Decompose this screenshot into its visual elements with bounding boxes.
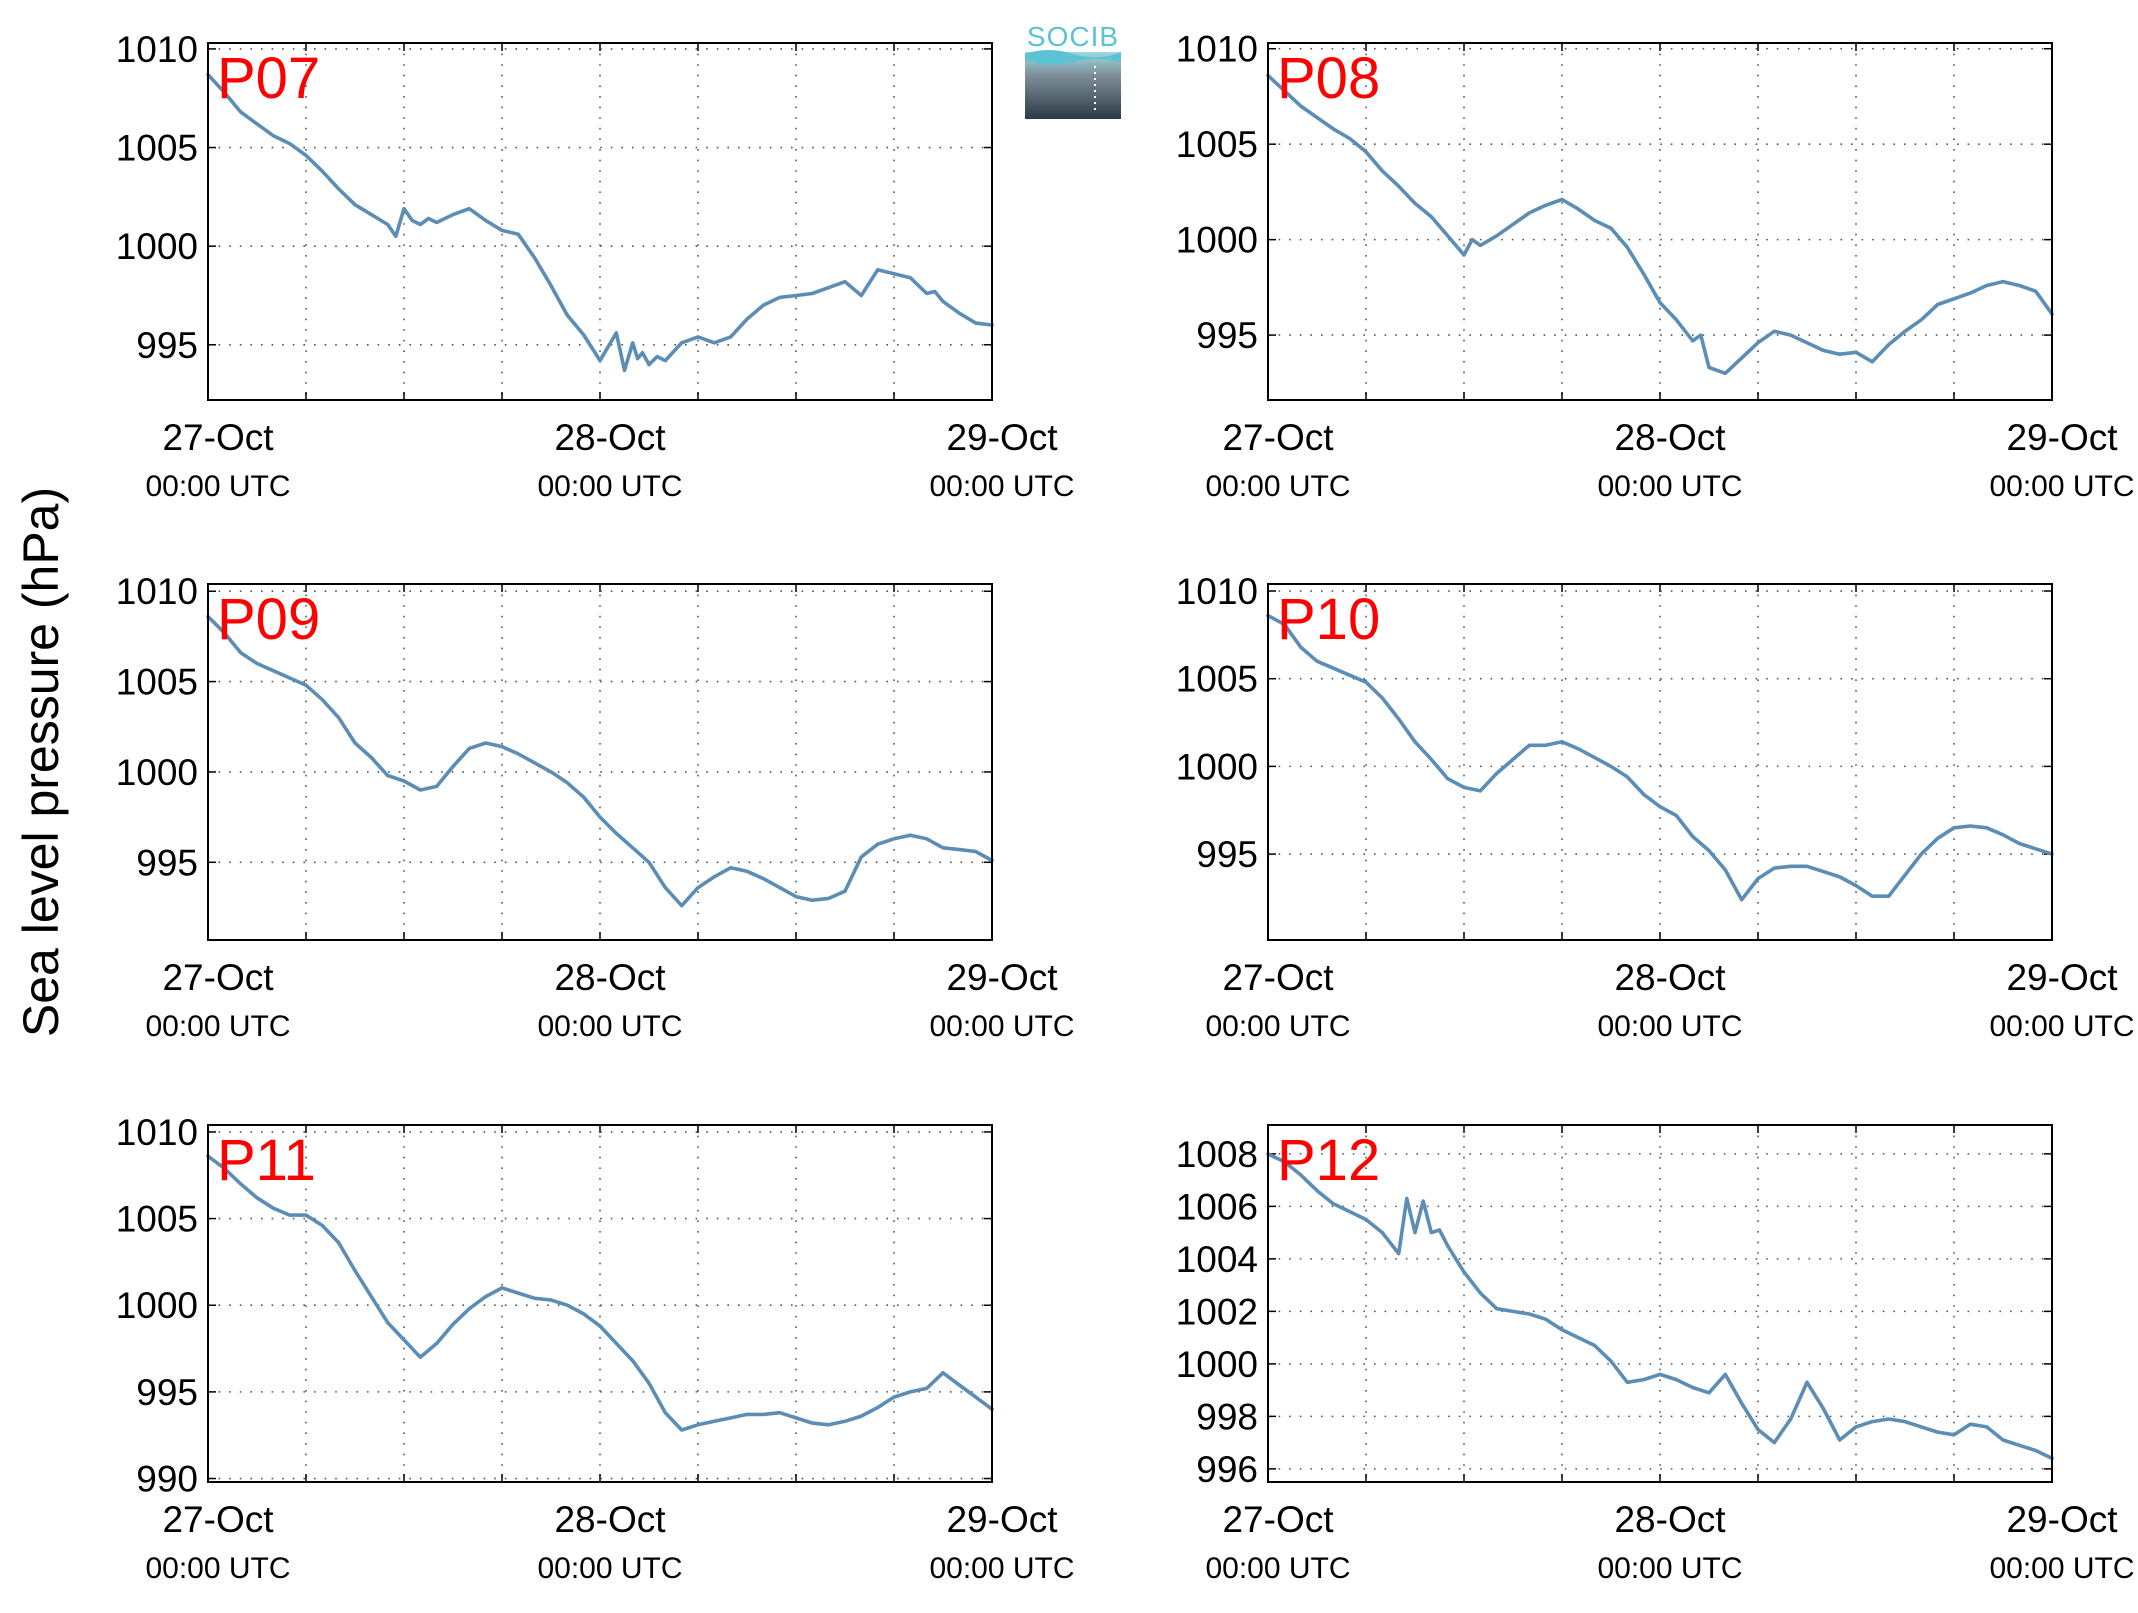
x-tick-label-date: 28-Oct: [554, 417, 666, 458]
y-tick-label: 995: [136, 1372, 198, 1413]
y-tick-label: 1006: [1176, 1186, 1258, 1227]
panel-p07: 995 1000 1005 1010 27-Oct 00:00 UTC 28-Oct 00:0…: [116, 29, 1075, 503]
logo-text: SOCIB: [1027, 21, 1119, 52]
x-tick-label-date: 29-Oct: [2006, 957, 2118, 998]
x-tick-label-time: 00:00 UTC: [1205, 1552, 1350, 1585]
series-line: [1266, 613, 2054, 902]
y-tick-label: 996: [1196, 1449, 1258, 1490]
panel-label: P09: [217, 587, 320, 652]
x-tick-label-date: 28-Oct: [1614, 1499, 1726, 1540]
x-tick-label-date: 29-Oct: [946, 1499, 1058, 1540]
x-tick-label-time: 00:00 UTC: [929, 1010, 1074, 1043]
panel-label: P12: [1277, 1128, 1380, 1193]
y-tick-label: 995: [1196, 834, 1258, 875]
y-tick-label: 1000: [116, 226, 198, 267]
series-line: [206, 1154, 994, 1432]
x-tick-label-date: 27-Oct: [162, 1499, 274, 1540]
x-tick-label-date: 28-Oct: [1614, 957, 1726, 998]
x-tick-label-date: 27-Oct: [1222, 417, 1334, 458]
x-tick-label-time: 00:00 UTC: [1989, 470, 2134, 503]
x-tick-label-date: 29-Oct: [2006, 1499, 2118, 1540]
x-tick-label-time: 00:00 UTC: [1205, 1010, 1350, 1043]
x-tick-label-time: 00:00 UTC: [929, 1552, 1074, 1585]
panel-label: P08: [1277, 46, 1380, 111]
x-tick-label-date: 29-Oct: [946, 417, 1058, 458]
x-tick-label-date: 29-Oct: [946, 957, 1058, 998]
panel-p10: 995 1000 1005 1010 27-Oct 00:00 UTC 28-Oct 00:0…: [1176, 571, 2135, 1043]
x-tick-label-time: 00:00 UTC: [537, 470, 682, 503]
x-tick-label-time: 00:00 UTC: [145, 1010, 290, 1043]
y-tick-label: 998: [1196, 1396, 1258, 1437]
panel-p12: 996 998 1000 1002 1004 1006 1008 27-Oct 00:00 UT…: [1176, 1124, 2135, 1585]
series-line: [1266, 73, 2054, 376]
x-tick-label-time: 00:00 UTC: [1205, 470, 1350, 503]
x-tick-label-time: 00:00 UTC: [145, 1552, 290, 1585]
panel-p08: 995 1000 1005 1010 27-Oct 00:00 UTC 28-Oct 00:0…: [1176, 29, 2135, 503]
y-tick-label: 1004: [1176, 1239, 1258, 1280]
y-tick-label: 995: [136, 325, 198, 366]
panel-label: P11: [217, 1128, 316, 1193]
y-tick-label: 1005: [1176, 659, 1258, 700]
axes-frame: [207, 42, 993, 401]
series-line: [1266, 1152, 2054, 1461]
x-tick-label-time: 00:00 UTC: [929, 470, 1074, 503]
x-tick-label-date: 27-Oct: [1222, 957, 1334, 998]
x-tick-label-time: 00:00 UTC: [1597, 1552, 1742, 1585]
x-tick-label-time: 00:00 UTC: [1597, 1010, 1742, 1043]
y-tick-label: 995: [1196, 315, 1258, 356]
y-tick-label: 1000: [116, 752, 198, 793]
x-tick-label-date: 27-Oct: [1222, 1499, 1334, 1540]
axes-frame: [207, 1124, 993, 1483]
y-tick-label: 995: [136, 842, 198, 883]
y-tick-label: 1010: [1176, 571, 1258, 612]
panel-p09: 995 1000 1005 1010 27-Oct 00:00 UTC 28-Oct 00:0…: [116, 571, 1075, 1043]
y-axis-label-wrapper: Sea level pressure (hPa): [0, 0, 80, 1613]
y-tick-label: 1005: [116, 662, 198, 703]
x-tick-label-time: 00:00 UTC: [145, 470, 290, 503]
axes-frame: [1267, 42, 2053, 401]
axes-frame: [1267, 583, 2053, 941]
x-tick-label-date: 28-Oct: [554, 957, 666, 998]
y-tick-label: 1000: [1176, 1344, 1258, 1385]
x-tick-label-date: 27-Oct: [162, 957, 274, 998]
y-tick-label: 1000: [1176, 746, 1258, 787]
series-line: [206, 72, 994, 373]
socib-logo: SOCIB: [1023, 16, 1123, 121]
y-tick-label: 1000: [116, 1285, 198, 1326]
y-tick-label: 990: [136, 1459, 198, 1500]
y-tick-label: 1005: [116, 128, 198, 169]
y-tick-label: 1008: [1176, 1134, 1258, 1175]
y-tick-label: 1002: [1176, 1291, 1258, 1332]
y-tick-label: 1010: [116, 571, 198, 612]
panel-label: P10: [1277, 587, 1380, 652]
x-tick-label-date: 28-Oct: [1614, 417, 1726, 458]
x-tick-label-date: 27-Oct: [162, 417, 274, 458]
y-axis-label: Sea level pressure (hPa): [13, 487, 69, 1037]
x-tick-label-date: 28-Oct: [554, 1499, 666, 1540]
y-tick-label: 1005: [116, 1199, 198, 1240]
y-tick-label: 1000: [1176, 220, 1258, 261]
x-tick-label-time: 00:00 UTC: [1597, 470, 1742, 503]
x-tick-label-time: 00:00 UTC: [537, 1010, 682, 1043]
y-tick-label: 1010: [116, 29, 198, 70]
logo-wave: [1025, 50, 1121, 65]
y-tick-label: 1005: [1176, 124, 1258, 165]
x-tick-label-date: 29-Oct: [2006, 417, 2118, 458]
series-line: [206, 614, 994, 908]
y-tick-label: 1010: [1176, 29, 1258, 70]
axes-frame: [1267, 1124, 2053, 1483]
x-tick-label-time: 00:00 UTC: [537, 1552, 682, 1585]
axes-frame: [207, 583, 993, 941]
panel-p11: 990 995 1000 1005 1010 27-Oct 00:00 UTC 28-Oct 0…: [116, 1112, 1075, 1585]
x-tick-label-time: 00:00 UTC: [1989, 1010, 2134, 1043]
x-tick-label-time: 00:00 UTC: [1989, 1552, 2134, 1585]
y-tick-label: 1010: [116, 1112, 198, 1153]
panel-label: P07: [217, 46, 320, 111]
